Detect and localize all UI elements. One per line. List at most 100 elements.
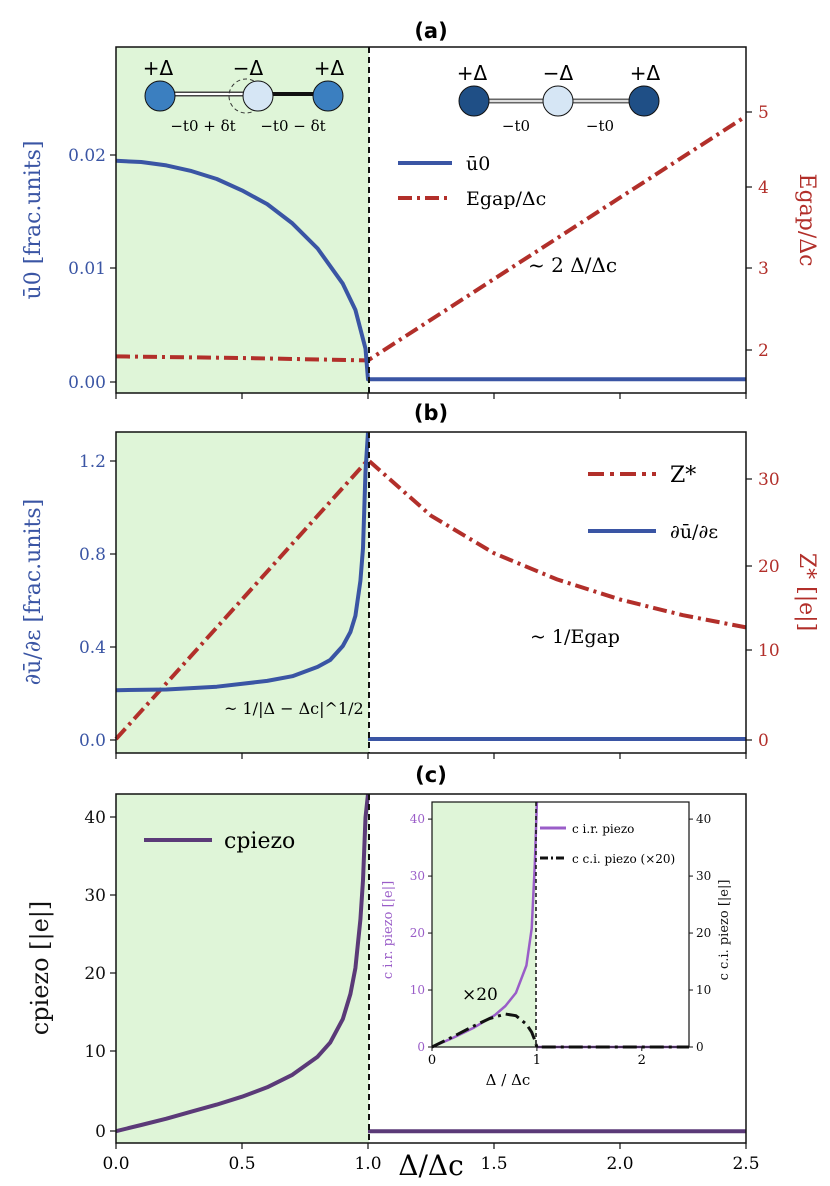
c-ytick-label: 30 (84, 886, 106, 906)
atom-plus-right (628, 85, 660, 117)
legend-label-dudeps: ∂ū/∂ε (670, 521, 718, 543)
atom-minus-displaced (242, 80, 274, 112)
legend-label-zstar: Z* (670, 463, 696, 488)
x-axis-label: Δ/Δc (398, 1149, 464, 1182)
a-rtick-label: 2 (758, 341, 769, 361)
panel-c-title: (c) (415, 763, 447, 787)
inset-legend-label-ir: c i.r. piezo (572, 822, 634, 836)
dimerized-chain-diagram: +Δ −Δ +Δ −t0 + δt −t0 − δt (143, 56, 345, 135)
panel-c-legend: cpiezo (144, 829, 295, 854)
inset-right-tick-label: 10 (696, 983, 711, 997)
x-tick-label: 1.0 (354, 1154, 381, 1174)
b-rtick-label: 30 (758, 470, 780, 490)
inset-legend-label-ci: c c.i. piezo (×20) (572, 852, 675, 866)
cpiezo-line-segment-1 (115, 793, 370, 1134)
x-tick-label: 0.5 (228, 1154, 255, 1174)
charge-label: −Δ (233, 56, 264, 80)
inset-left-axis-label: c i.r. piezo [|e|] (381, 881, 396, 979)
b-ytick-label: 0.8 (79, 545, 106, 565)
bond-label: −t0 − δt (260, 117, 325, 135)
panel-c-axis-label: cpiezo [|e|] (26, 901, 55, 1036)
bond-label: −t0 (502, 117, 530, 135)
charge-label: +Δ (143, 56, 174, 80)
charge-label: +Δ (630, 61, 661, 85)
inset-left-tick-label: 30 (410, 869, 425, 883)
inset-frame (431, 801, 690, 1048)
inset-right-tick-label: 30 (696, 869, 711, 883)
inset-right-tick-label: 0 (696, 1040, 704, 1054)
panel-b-left-axis-label: ∂ū/∂ε [frac.units] (21, 499, 46, 685)
panel-a-left-axis: 0.00 0.01 0.02 ū0 [frac.units] (21, 141, 116, 393)
scaling-annotation-divergence: ~ 1/|Δ − Δc|^1/2 (224, 699, 364, 718)
panel-c: (c) 0.0 0.5 1.0 1.5 2.0 2.5 0 10 20 30 40 cpi… (26, 763, 760, 1182)
b-rtick-label: 10 (758, 641, 780, 661)
scaling-annotation-egap: ~ 2 Δ/Δc (528, 253, 617, 277)
atom-plus-left (144, 80, 176, 112)
b-ytick-label: 0.0 (79, 731, 106, 751)
scaling-annotation-zstar: ~ 1/Egap (530, 626, 620, 648)
bond-label: −t0 (586, 117, 614, 135)
panel-b-right-axis: 0 10 20 30 Z* [|e|] (746, 470, 819, 751)
inset-right-axis-label: c c.i. piezo [|e|] (717, 880, 732, 981)
inset-x-tick-label: 0 (428, 1053, 436, 1068)
panel-c-left-axis: 0 10 20 30 40 cpiezo [|e|] (26, 808, 116, 1142)
panel-a-legend: ū0 Egap/Δc (398, 153, 546, 210)
inset-x-axis-label: Δ / Δc (486, 1071, 531, 1089)
legend-label-cpiezo: cpiezo (224, 829, 295, 854)
panel-a-series (115, 114, 748, 382)
charge-label: +Δ (314, 56, 345, 80)
panel-a-left-axis-label: ū0 [frac.units] (21, 141, 46, 300)
b-rtick-label: 20 (758, 557, 780, 577)
b-rtick-label: 0 (758, 731, 769, 751)
inset-left-tick-label: 20 (410, 926, 425, 940)
a-rtick-label: 4 (758, 178, 769, 198)
b-ytick-label: 1.2 (79, 452, 106, 472)
charge-label: −Δ (543, 61, 574, 85)
panel-a-title: (a) (414, 19, 447, 43)
x-tick-label: 2.5 (732, 1154, 759, 1174)
ordered-phase-shading-b (116, 432, 369, 753)
inset-left-tick-label: 40 (410, 812, 425, 826)
u0-line (115, 158, 746, 382)
panel-b-right-axis-label: Z* [|e|] (794, 553, 819, 631)
panel-c-x-ticks: 0.0 0.5 1.0 1.5 2.0 2.5 (102, 1143, 760, 1174)
ordered-phase-shading-c (116, 794, 369, 1143)
b-ytick-label: 0.4 (79, 638, 106, 658)
a-ytick-label: 0.01 (68, 259, 106, 279)
uniform-chain-diagram: +Δ −Δ +Δ −t0 −t0 (457, 61, 661, 135)
panel-a-frame (115, 46, 747, 394)
dudeps-line-segment-1 (115, 431, 370, 693)
inset-left-tick-label: 10 (410, 983, 425, 997)
panel-c-frame (115, 793, 747, 1144)
atom-plus-left (458, 85, 490, 117)
c-ytick-label: 10 (84, 1042, 106, 1062)
c-ytick-label: 20 (84, 964, 106, 984)
legend-label-egap: Egap/Δc (466, 188, 546, 210)
legend-label-u0: ū0 (466, 153, 490, 175)
egap-line (115, 114, 748, 363)
panel-a-right-axis-label: Egap/Δc (794, 174, 819, 267)
panel-b-x-ticks (115, 753, 747, 759)
inset-ordered-phase-shading (432, 802, 536, 1047)
panel-b-legend: Z* ∂ū/∂ε (588, 463, 718, 543)
inset-right-tick-label: 40 (696, 812, 711, 826)
c-ytick-label: 40 (84, 808, 106, 828)
a-ytick-label: 0.02 (68, 146, 106, 166)
panel-a: (a) 0.00 0.01 0.02 ū0 [frac.units] 2 3 4… (21, 19, 819, 399)
panel-b-frame (115, 431, 747, 754)
panel-b: (b) 0.0 0.4 0.8 1.2 ∂ū/∂ε [frac.units] 0… (21, 401, 819, 759)
inset-x-tick-label: 1 (533, 1053, 541, 1068)
panel-b-series (114, 431, 747, 741)
charge-label: +Δ (457, 61, 488, 85)
panel-a-right-axis: 2 3 4 5 Egap/Δc (746, 103, 819, 361)
inset-x-tick-label: 2 (638, 1053, 646, 1068)
inset-right-tick-label: 20 (696, 926, 711, 940)
x-tick-label: 2.0 (606, 1154, 633, 1174)
x-tick-label: 0.0 (102, 1154, 129, 1174)
atom-minus-center (542, 85, 574, 117)
panel-b-title: (b) (414, 401, 448, 425)
a-rtick-label: 5 (758, 103, 769, 123)
